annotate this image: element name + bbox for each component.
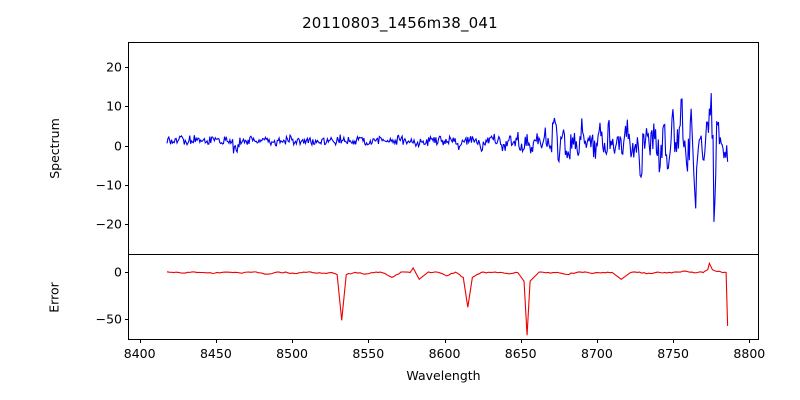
- x-tick-mark: [368, 339, 370, 343]
- spectrum-y-tick-mark: [125, 185, 129, 186]
- x-tick-label: 8700: [581, 346, 613, 361]
- error-y-tick-mark: [125, 319, 129, 321]
- error-panel: 0 −50 8400 8450 8500 8550 8600 8650 8700 8750 880…: [96, 255, 765, 361]
- x-tick-mark: [139, 339, 141, 343]
- x-tick-label: 8600: [428, 346, 461, 361]
- x-tick-mark: [596, 339, 598, 343]
- error-y-axis-label-wrap: Error: [46, 255, 62, 340]
- x-tick-label: 8650: [504, 346, 537, 361]
- x-tick-label: 8750: [657, 346, 690, 361]
- figure-title: 20110803_1456m38_041: [302, 14, 498, 32]
- spectrum-y-axis-label: Spectrum: [46, 118, 62, 179]
- x-tick-mark: [520, 339, 522, 343]
- error-y-axis-label: Error: [46, 282, 62, 313]
- x-axis-label: Wavelength: [406, 368, 481, 383]
- x-tick-label: 8400: [123, 346, 156, 361]
- x-tick-label: 8550: [352, 346, 385, 361]
- spectrum-y-tick-mark: [125, 145, 129, 147]
- x-tick-mark: [444, 339, 446, 343]
- error-plot-area: [129, 255, 758, 339]
- x-tick-mark: [215, 339, 217, 343]
- x-tick-label: 8450: [199, 346, 232, 361]
- spectrum-y-tick-mark: [125, 224, 129, 226]
- error-trace: [167, 263, 728, 335]
- x-tick-mark: [673, 339, 675, 343]
- spectrum-y-tick-label: 20: [106, 59, 122, 75]
- spectrum-panel: 20 10 0 −10 −20: [96, 42, 759, 255]
- x-tick-mark: [749, 339, 751, 343]
- spectrum-y-tick-label: 10: [106, 98, 122, 114]
- spectrum-trace: [167, 93, 728, 222]
- spectrum-y-tick-label: −10: [95, 177, 122, 193]
- error-y-tick-label: −50: [95, 311, 122, 327]
- x-tick-label: 8800: [733, 346, 766, 361]
- spectrum-plot-area: [129, 43, 758, 254]
- x-tick-label: 8500: [276, 346, 308, 361]
- spectrum-y-tick-label: 0: [114, 138, 122, 154]
- spectrum-y-tick-label: −20: [95, 216, 122, 232]
- spectrum-y-tick-mark: [125, 106, 129, 108]
- spectrum-y-tick-mark: [125, 66, 129, 68]
- error-y-tick-mark: [125, 272, 129, 273]
- spectrum-y-axis-label-wrap: Spectrum: [46, 42, 62, 255]
- x-tick-mark: [292, 339, 294, 343]
- error-y-tick-label: 0: [114, 264, 122, 280]
